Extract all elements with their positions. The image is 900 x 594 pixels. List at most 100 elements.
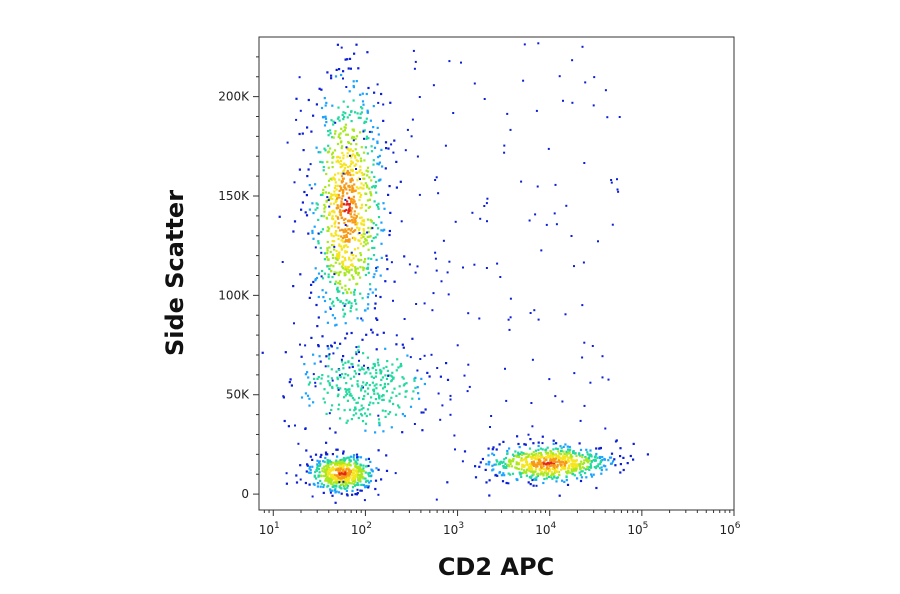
- event-dot: [360, 216, 363, 219]
- event-dot: [578, 442, 581, 445]
- event-dot: [358, 239, 361, 242]
- event-dot: [532, 451, 535, 454]
- event-dot: [339, 417, 342, 420]
- event-dot: [563, 462, 566, 465]
- event-dot: [522, 458, 526, 461]
- event-dot: [375, 372, 378, 375]
- event-dot: [304, 427, 307, 430]
- event-dot: [373, 91, 376, 94]
- event-dot: [329, 132, 332, 135]
- event-dot: [278, 215, 281, 218]
- event-dot: [339, 141, 343, 144]
- event-dot: [344, 470, 347, 473]
- event-dot: [372, 376, 375, 379]
- event-dot: [395, 334, 398, 337]
- event-dot: [346, 291, 349, 295]
- event-dot: [357, 212, 360, 215]
- event-dot: [359, 131, 362, 134]
- event-dot: [326, 485, 329, 488]
- event-dot: [366, 465, 369, 468]
- event-dot: [350, 482, 353, 485]
- event-dot: [336, 204, 339, 207]
- event-dot: [604, 465, 607, 468]
- event-dot: [532, 470, 535, 473]
- event-dot: [341, 145, 344, 148]
- event-dot: [398, 406, 401, 409]
- event-dot: [364, 471, 367, 474]
- event-dot: [364, 146, 367, 149]
- event-dot: [356, 282, 359, 285]
- event-dot: [593, 76, 596, 79]
- event-dot: [355, 168, 357, 170]
- event-dot: [403, 318, 406, 320]
- event-dot: [322, 165, 325, 169]
- event-dot: [536, 185, 539, 188]
- event-dot: [557, 450, 560, 453]
- event-dot: [331, 151, 334, 154]
- event-dot: [336, 286, 339, 289]
- event-dot: [351, 136, 355, 139]
- event-dot: [355, 453, 359, 456]
- event-dot: [289, 378, 292, 381]
- event-dot: [323, 252, 326, 255]
- event-dot: [357, 229, 361, 232]
- event-dot: [363, 173, 366, 176]
- event-dot: [341, 302, 345, 305]
- event-dot: [510, 460, 513, 463]
- event-dot: [355, 461, 358, 464]
- event-dot: [351, 264, 354, 267]
- event-dot: [544, 448, 547, 452]
- event-dot: [362, 407, 365, 410]
- event-dot: [308, 381, 312, 384]
- event-dot: [589, 381, 592, 384]
- event-dot: [339, 473, 342, 476]
- event-dot: [344, 474, 347, 477]
- event-dot: [336, 142, 340, 146]
- event-dot: [579, 463, 582, 466]
- event-dot: [332, 352, 335, 355]
- event-dot: [365, 169, 368, 172]
- event-dot: [391, 371, 394, 374]
- event-dot: [574, 463, 577, 466]
- event-dot: [342, 355, 345, 358]
- event-dot: [326, 196, 329, 199]
- event-dot: [384, 167, 387, 170]
- event-dot: [345, 389, 348, 392]
- event-dot: [353, 477, 356, 481]
- event-dot: [357, 247, 360, 250]
- event-dot: [342, 473, 345, 476]
- event-dot: [325, 355, 328, 358]
- event-dot: [347, 141, 350, 144]
- event-dot: [574, 452, 577, 455]
- event-dot: [614, 464, 617, 467]
- event-dot: [503, 474, 506, 477]
- event-dot: [532, 456, 535, 459]
- event-dot: [326, 249, 329, 252]
- event-dot: [391, 391, 394, 394]
- event-dot: [337, 281, 340, 285]
- event-dot: [369, 479, 372, 483]
- event-dot: [473, 82, 476, 85]
- event-dot: [380, 148, 383, 151]
- event-dot: [330, 368, 333, 371]
- event-dot: [578, 453, 581, 456]
- event-dot: [338, 133, 341, 136]
- event-dot: [353, 236, 356, 240]
- event-dot: [350, 142, 353, 146]
- event-dot: [599, 467, 602, 470]
- event-dot: [360, 317, 363, 320]
- event-dot: [348, 186, 351, 189]
- event-dot: [611, 460, 615, 463]
- event-dot: [528, 462, 531, 466]
- event-dot: [516, 435, 519, 438]
- event-dot: [352, 456, 355, 459]
- event-dot: [366, 152, 369, 155]
- event-dot: [605, 468, 608, 471]
- event-dot: [531, 479, 534, 482]
- event-dot: [353, 293, 356, 296]
- event-dot: [333, 187, 336, 190]
- event-dot: [564, 460, 567, 463]
- event-dot: [340, 492, 343, 495]
- event-dot: [537, 441, 540, 444]
- event-dot: [574, 469, 577, 472]
